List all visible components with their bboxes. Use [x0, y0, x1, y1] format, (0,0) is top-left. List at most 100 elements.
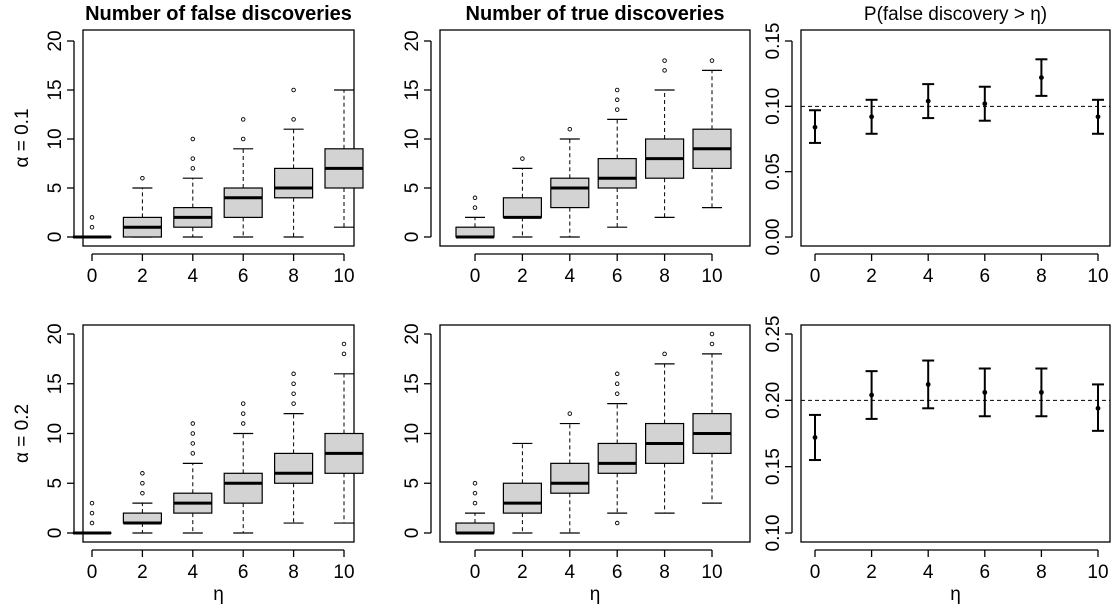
row-label: α = 0.2: [12, 404, 33, 463]
panel-4: α = 0.2 0 2 4 6 8 10 η 0 5 10 15 20: [12, 323, 364, 605]
x-tick-label: 8: [659, 562, 670, 583]
outlier-point: [341, 351, 347, 357]
outlier-point: [291, 371, 296, 377]
outlier-point: [472, 205, 478, 210]
y-tick-label: 20: [402, 323, 423, 344]
outlier-point: [240, 136, 246, 142]
x-tick-label: 10: [333, 266, 354, 287]
panel-1: Number of false discoveries α = 0.1 0 2 4 6 8 1…: [12, 3, 364, 287]
outlier-point: [190, 421, 196, 426]
estimate-point: [982, 101, 988, 107]
box-body: [597, 442, 637, 474]
box-body: [274, 167, 314, 199]
x-tick-label: 10: [1087, 562, 1108, 583]
outlier-point: [291, 87, 296, 93]
outlier-point: [520, 156, 525, 161]
y-tick-label: 0: [402, 232, 423, 243]
box-6: [597, 87, 637, 228]
x-tick-label: 8: [1036, 562, 1047, 583]
y-tick-label: 0.00: [763, 219, 784, 256]
x-tick-label: 6: [980, 562, 991, 583]
errorbar-4: [922, 83, 935, 120]
outlier-point: [662, 68, 667, 73]
y-tick-label: 20: [45, 30, 66, 51]
plot-title: Number of false discoveries: [85, 3, 352, 25]
box-4: [550, 126, 590, 238]
y-tick-label: 20: [45, 323, 66, 344]
errorbar-6: [978, 367, 991, 418]
y-tick-label: 0.20: [763, 382, 784, 419]
x-tick-label: 0: [87, 266, 98, 287]
box-2: [502, 442, 542, 534]
outlier-point: [190, 441, 196, 446]
outlier-point: [291, 381, 296, 387]
plot-frame: [439, 324, 751, 543]
x-tick-label: 4: [188, 562, 199, 583]
outlier-point: [614, 371, 620, 377]
x-tick-label: 8: [288, 266, 299, 287]
box-0: [455, 481, 495, 535]
plot-frame: [800, 324, 1111, 543]
panel-3: P(false discovery > η) 0 2 4 6 8 10 0.00 0.05 0.1…: [763, 4, 1111, 287]
estimate-point: [869, 114, 874, 120]
y-tick-label: 10: [45, 423, 66, 444]
x-tick-label: 4: [188, 266, 199, 287]
panel-6: 0 2 4 6 8 10 η 0.10 0.15 0.20 0.25: [763, 316, 1111, 605]
outlier-point: [89, 510, 95, 516]
y-tick-label: 0.15: [763, 448, 784, 485]
box-0: [72, 215, 112, 239]
x-tick-label: 8: [659, 266, 670, 287]
outlier-point: [614, 87, 620, 93]
box-6: [223, 401, 263, 534]
x-tick-label: 4: [923, 266, 934, 287]
outlier-point: [341, 341, 347, 347]
estimate-point: [1039, 75, 1044, 80]
outlier-point: [240, 411, 246, 416]
outlier-point: [291, 117, 296, 122]
estimate-point: [982, 389, 988, 395]
x-tick-label: 6: [980, 266, 991, 287]
estimate-point: [1095, 405, 1101, 411]
x-tick-label: 6: [612, 266, 623, 287]
x-tick-label: 4: [565, 562, 576, 583]
plot-frame: [82, 29, 355, 247]
errorbar-8: [1035, 58, 1048, 97]
box-body: [223, 187, 263, 218]
y-tick-label: 0.25: [763, 316, 784, 353]
box-body: [274, 452, 314, 484]
box-body: [502, 482, 542, 514]
plot-title: P(false discovery > η): [864, 4, 1047, 25]
errorbar-10: [1092, 98, 1104, 135]
x-tick-label: 10: [701, 266, 722, 287]
panel-5: 0 2 4 6 8 10 η 0 5 10 15 20: [402, 323, 751, 605]
y-tick-label: 10: [402, 423, 423, 444]
x-tick-label: 10: [701, 562, 722, 583]
estimate-point: [925, 98, 931, 104]
box-body: [597, 158, 637, 189]
estimate-point: [812, 124, 818, 130]
outlier-point: [190, 156, 196, 161]
outlier-point: [567, 411, 573, 416]
errorbar-10: [1092, 383, 1104, 432]
x-tick-label: 0: [470, 266, 481, 287]
box-6: [223, 117, 263, 238]
x-tick-label: 0: [470, 562, 481, 583]
x-axis-label: η: [950, 584, 961, 605]
y-tick-label: 10: [402, 128, 423, 149]
y-tick-label: 0.10: [763, 515, 784, 552]
box-8: [274, 371, 314, 524]
outlier-point: [190, 136, 196, 142]
estimate-point: [869, 392, 874, 398]
estimate-point: [925, 382, 931, 387]
errorbar-6: [978, 85, 991, 122]
box-8: [644, 58, 685, 218]
outlier-point: [472, 500, 478, 506]
errorbar-4: [922, 359, 935, 410]
outlier-point: [662, 351, 667, 357]
errorbar-8: [1035, 367, 1048, 418]
outlier-point: [140, 471, 145, 476]
panel-2: Number of true discoveries 0 2 4 6 8 10 0 5 10 15 2…: [402, 3, 751, 287]
y-tick-label: 15: [402, 373, 423, 394]
outlier-point: [614, 381, 620, 387]
outlier-point: [89, 224, 95, 230]
